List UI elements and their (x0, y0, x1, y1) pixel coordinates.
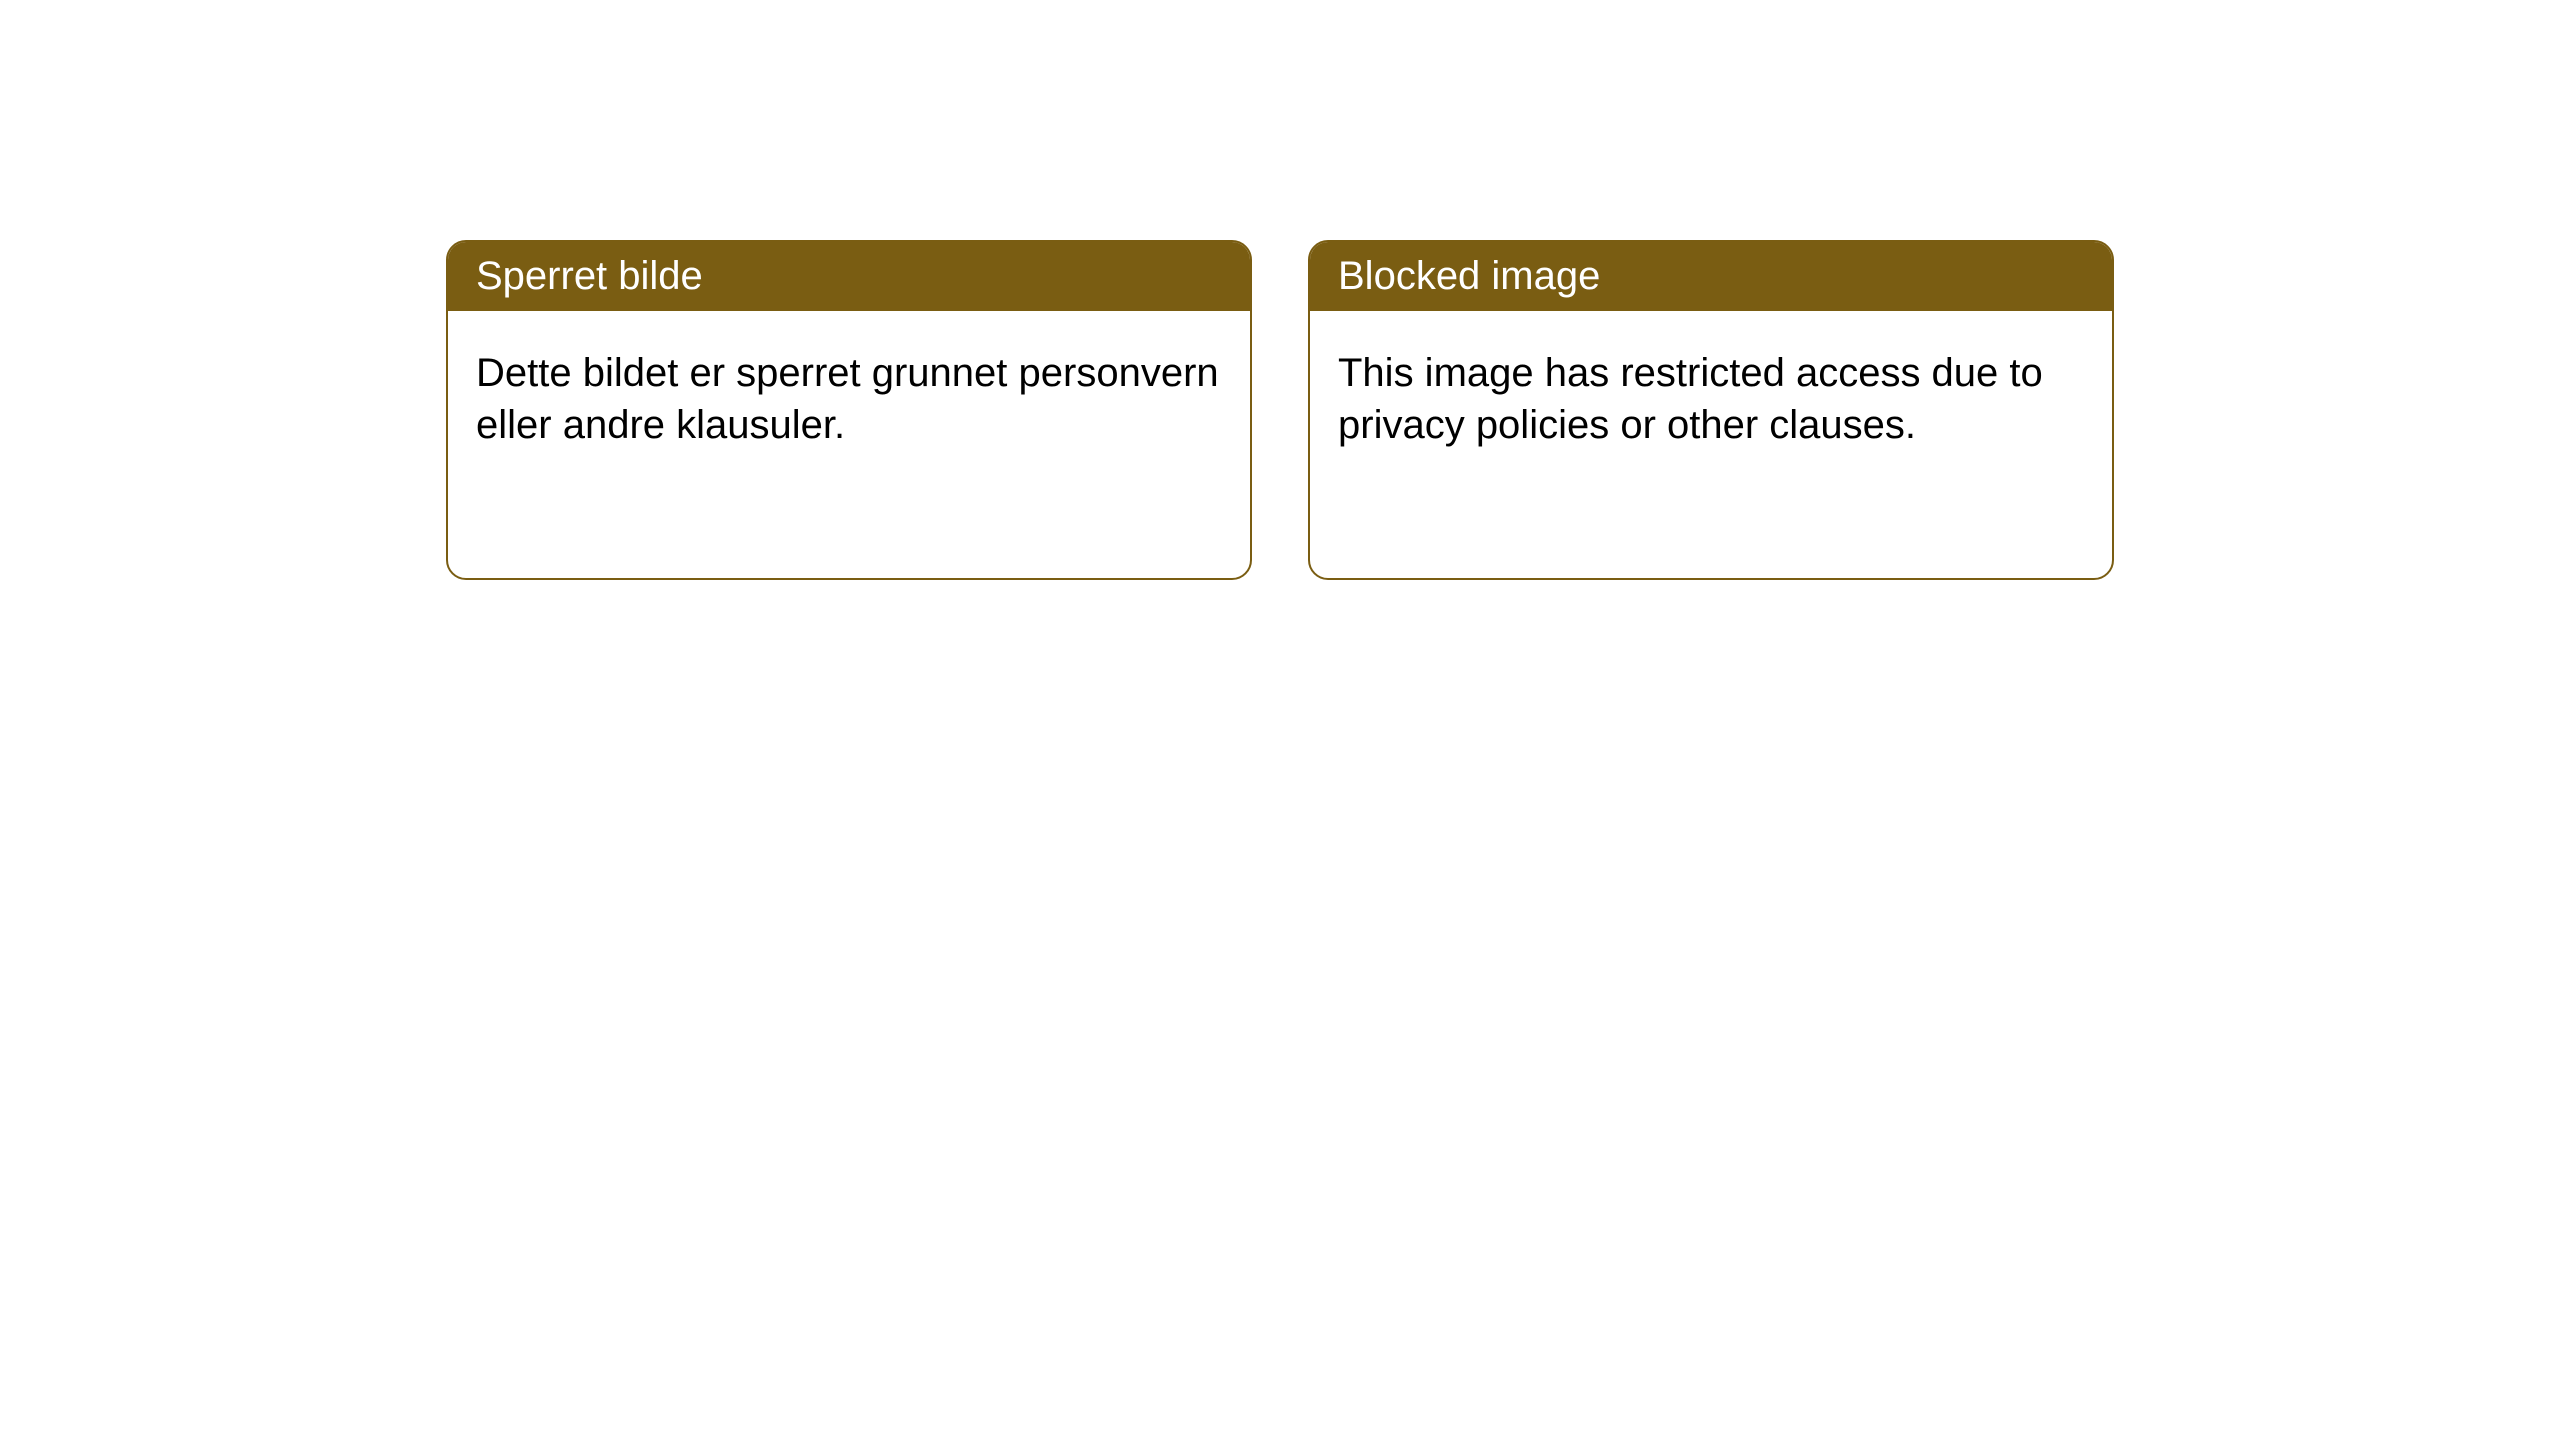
blocked-image-card-no: Sperret bilde Dette bildet er sperret gr… (446, 240, 1252, 580)
card-header-en: Blocked image (1310, 242, 2112, 311)
card-body-en: This image has restricted access due to … (1310, 311, 2112, 487)
card-header-no: Sperret bilde (448, 242, 1250, 311)
card-body-no: Dette bildet er sperret grunnet personve… (448, 311, 1250, 487)
cards-container: Sperret bilde Dette bildet er sperret gr… (0, 0, 2560, 580)
blocked-image-card-en: Blocked image This image has restricted … (1308, 240, 2114, 580)
